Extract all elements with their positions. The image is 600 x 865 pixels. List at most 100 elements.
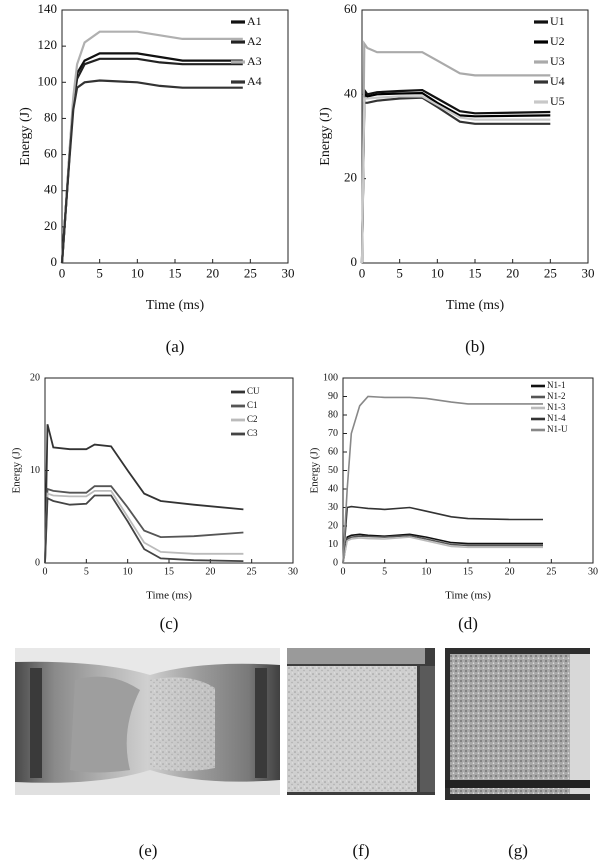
photo-e: [15, 648, 280, 795]
legend-label: A2: [247, 34, 262, 48]
legend-label: N1-3: [547, 402, 566, 412]
x-tick-label: 20: [206, 266, 219, 281]
series-line: [44, 490, 244, 564]
y-tick-label: 90: [328, 391, 338, 402]
x-axis-label: Time (ms): [146, 590, 192, 602]
x-tick-label: 30: [288, 566, 298, 577]
y-axis-label: Energy (J): [11, 447, 23, 493]
series-line: [360, 96, 551, 264]
y-tick-label: 70: [328, 428, 338, 439]
y-tick-label: 60: [44, 146, 57, 161]
legend-label: N1-U: [547, 424, 568, 434]
y-tick-label: 0: [35, 557, 40, 568]
legend-label: U3: [550, 54, 565, 68]
x-tick-label: 10: [431, 266, 444, 281]
y-tick-label: 80: [328, 409, 338, 420]
y-tick-label: 120: [38, 37, 58, 52]
x-tick-label: 30: [282, 266, 295, 281]
photo-caption: (f): [353, 841, 370, 860]
legend-label: C2: [247, 414, 258, 424]
y-tick-label: 50: [328, 465, 338, 476]
legend-label: U5: [550, 94, 565, 108]
x-axis-label: Time (ms): [445, 590, 491, 602]
legend-label: U4: [550, 74, 565, 88]
y-tick-label: 60: [344, 1, 357, 16]
y-tick-label: 40: [344, 85, 357, 100]
x-tick-label: 30: [588, 566, 598, 577]
series-line: [360, 95, 551, 264]
series-line: [360, 86, 551, 264]
series-line: [44, 485, 244, 564]
y-axis-label: Energy (J): [18, 107, 33, 166]
y-tick-label: 100: [38, 73, 58, 88]
legend-label: U1: [550, 14, 565, 28]
x-tick-label: 0: [359, 266, 366, 281]
y-tick-label: 40: [44, 182, 57, 197]
caption: (d): [458, 614, 478, 633]
x-tick-label: 20: [205, 566, 215, 577]
series-line: [342, 536, 543, 564]
series-line: [342, 395, 543, 564]
y-tick-label: 40: [328, 483, 338, 494]
y-tick-label: 30: [328, 502, 338, 513]
legend-label: N1-1: [547, 380, 566, 390]
x-tick-label: 5: [396, 266, 403, 281]
x-tick-label: 5: [382, 566, 387, 577]
x-tick-label: 0: [43, 566, 48, 577]
x-tick-label: 20: [505, 566, 515, 577]
series-line: [342, 533, 543, 564]
series-line: [342, 534, 543, 564]
series-line: [60, 79, 243, 264]
x-tick-label: 25: [544, 266, 557, 281]
series-line: [44, 494, 244, 564]
x-tick-label: 5: [96, 266, 103, 281]
legend-label: CU: [247, 386, 260, 396]
caption: (c): [160, 614, 179, 633]
x-tick-label: 20: [506, 266, 519, 281]
caption: (b): [465, 337, 485, 356]
x-tick-label: 25: [546, 566, 556, 577]
series-line: [360, 91, 551, 264]
legend-label: U2: [550, 34, 565, 48]
y-axis-label: Energy (J): [309, 447, 321, 493]
y-tick-label: 20: [344, 170, 357, 185]
y-tick-label: 20: [44, 218, 57, 233]
legend-label: A4: [247, 74, 262, 88]
x-axis-label: Time (ms): [446, 298, 505, 313]
y-tick-label: 100: [323, 372, 338, 383]
y-tick-label: 0: [51, 254, 58, 269]
y-tick-label: 80: [44, 109, 57, 124]
legend-label: A1: [247, 14, 262, 28]
series-line: [60, 30, 243, 264]
y-tick-label: 140: [38, 1, 58, 16]
x-tick-label: 25: [247, 566, 257, 577]
y-tick-label: 0: [351, 254, 358, 269]
y-axis-label: Energy (J): [318, 107, 333, 166]
x-tick-label: 0: [59, 266, 66, 281]
x-tick-label: 30: [582, 266, 595, 281]
series-line: [360, 40, 551, 264]
legend-label: N1-2: [547, 391, 566, 401]
series-line: [60, 57, 243, 264]
x-tick-label: 10: [131, 266, 144, 281]
x-tick-label: 0: [341, 566, 346, 577]
photo-g: [445, 648, 590, 800]
series-line: [44, 424, 244, 564]
plot-frame: [361, 9, 589, 264]
x-tick-label: 10: [123, 566, 133, 577]
y-tick-label: 0: [333, 557, 338, 568]
y-tick-label: 20: [30, 372, 40, 383]
x-tick-label: 5: [84, 566, 89, 577]
x-tick-label: 25: [244, 266, 257, 281]
x-axis-label: Time (ms): [146, 298, 205, 313]
y-tick-label: 10: [328, 539, 338, 550]
legend-label: C1: [247, 400, 258, 410]
x-tick-label: 15: [469, 266, 482, 281]
legend-label: N1-4: [547, 413, 566, 423]
legend-label: C3: [247, 428, 258, 438]
x-tick-label: 15: [164, 566, 174, 577]
photo-f: [287, 648, 435, 795]
series-line: [342, 505, 543, 564]
y-tick-label: 60: [328, 446, 338, 457]
